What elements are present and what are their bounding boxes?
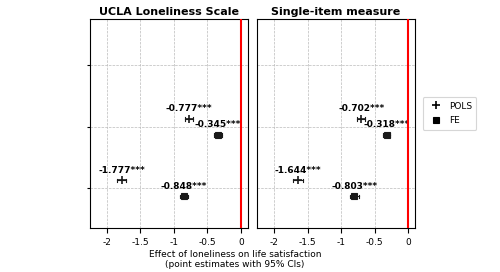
Text: -1.644***: -1.644***: [274, 166, 321, 175]
Title: Single-item measure: Single-item measure: [272, 7, 400, 17]
Text: Effect of loneliness on life satisfaction
(point estimates with 95% CIs): Effect of loneliness on life satisfactio…: [149, 250, 321, 269]
Text: -0.803***: -0.803***: [332, 182, 378, 191]
Text: -0.318***: -0.318***: [364, 120, 410, 129]
Text: -0.345***: -0.345***: [194, 120, 241, 129]
Text: -0.848***: -0.848***: [161, 182, 208, 191]
Legend: POLS, FE: POLS, FE: [422, 97, 476, 129]
Text: -0.702***: -0.702***: [338, 104, 384, 113]
Title: UCLA Loneliness Scale: UCLA Loneliness Scale: [99, 7, 239, 17]
Text: -0.777***: -0.777***: [166, 104, 212, 113]
Text: -1.777***: -1.777***: [98, 166, 145, 175]
